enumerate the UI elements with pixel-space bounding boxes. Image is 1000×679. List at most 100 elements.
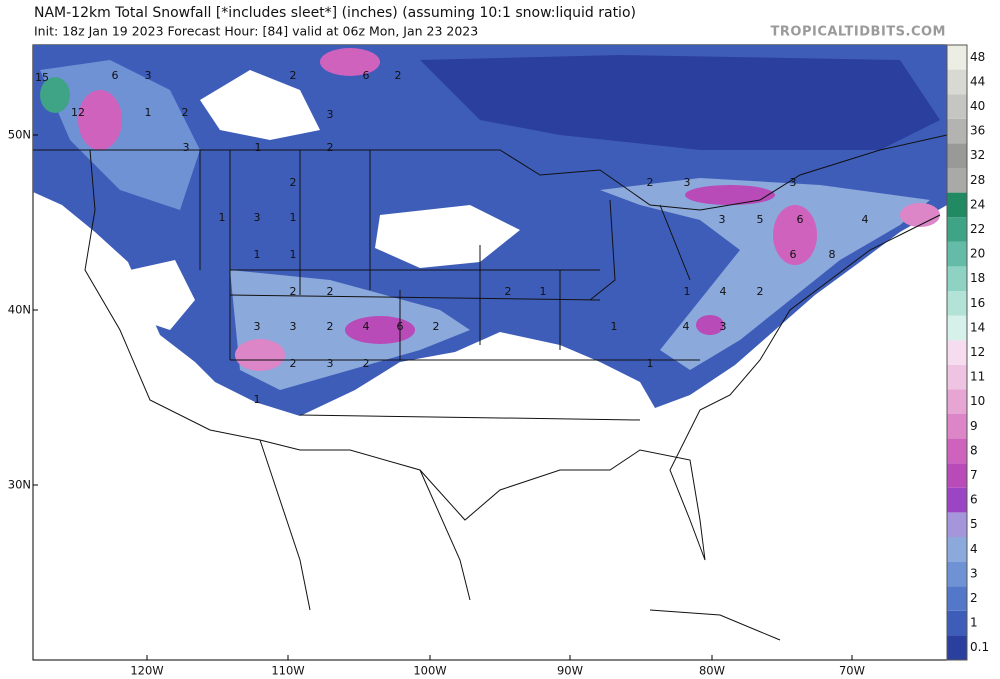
colorbar-label: 28 xyxy=(970,173,985,187)
contour-label: 2 xyxy=(395,69,402,82)
contour-label: 1 xyxy=(219,211,226,224)
colorbar-label: 48 xyxy=(970,50,985,64)
contour-label: 12 xyxy=(71,106,85,119)
contour-label: 2 xyxy=(433,320,440,333)
lat-label: 50N xyxy=(8,128,31,142)
moderate-snow xyxy=(40,60,200,210)
heavy-snow xyxy=(345,316,415,344)
contour-label: 3 xyxy=(254,211,261,224)
contour-label: 3 xyxy=(183,141,190,154)
colorbar-label: 36 xyxy=(970,124,985,138)
heavy-snow xyxy=(696,315,724,335)
colorbar-label: 8 xyxy=(970,443,978,457)
contour-label: 3 xyxy=(719,213,726,226)
contour-label: 4 xyxy=(363,320,370,333)
lat-label: 30N xyxy=(8,478,31,492)
colorbar-label: 3 xyxy=(970,566,978,580)
contour-label: 2 xyxy=(290,176,297,189)
boundaries xyxy=(33,134,948,641)
colorbar-swatch xyxy=(947,537,967,562)
contour-label: 3 xyxy=(790,176,797,189)
colorbar-label: 22 xyxy=(970,222,985,236)
contour-label: 2 xyxy=(290,69,297,82)
colorbar-label: 6 xyxy=(970,493,978,507)
heavy-snow xyxy=(320,48,380,76)
moderate-snow xyxy=(600,178,930,370)
colorbar-swatch xyxy=(947,364,967,390)
heavy-snow xyxy=(78,90,122,150)
colorbar-swatch xyxy=(947,487,967,513)
contour-label: 2 xyxy=(363,357,370,370)
colorbar-swatch xyxy=(947,143,967,168)
contour-label: 2 xyxy=(182,106,189,119)
heavy-snow xyxy=(235,339,285,371)
heavy-snow xyxy=(900,203,940,227)
colorbar-swatch xyxy=(947,69,967,95)
contour-label: 2 xyxy=(327,320,334,333)
contour-label: 2 xyxy=(327,285,334,298)
contour-label: 3 xyxy=(327,357,334,370)
colorbar-label: 24 xyxy=(970,197,985,211)
contour-label: 5 xyxy=(757,213,764,226)
lon-label: 120W xyxy=(130,664,163,678)
colorbar-label: 5 xyxy=(970,517,978,531)
colorbar-label: 4 xyxy=(970,542,978,556)
colorbar-swatch xyxy=(947,118,967,144)
lon-label: 90W xyxy=(557,664,583,678)
contour-label: 1 xyxy=(647,357,654,370)
contour-label: 6 xyxy=(363,69,370,82)
contour-label: 8 xyxy=(829,248,836,261)
colorbar-swatch xyxy=(947,45,967,70)
colorbar-label: 18 xyxy=(970,271,985,285)
colorbar-swatch xyxy=(947,340,967,365)
colorbar-label: 2 xyxy=(970,591,978,605)
map-area xyxy=(32,44,948,661)
snow-free-area xyxy=(130,260,195,330)
colorbar-swatch xyxy=(947,168,967,193)
contour-label: 2 xyxy=(290,357,297,370)
contour-label: 4 xyxy=(720,285,727,298)
colorbar-label: 0.1 xyxy=(970,640,989,654)
colorbar-swatch xyxy=(947,414,967,439)
colorbar-swatch xyxy=(947,635,967,660)
contour-label: 3 xyxy=(290,320,297,333)
contour-label: 4 xyxy=(683,320,690,333)
colorbar-swatch xyxy=(947,94,967,119)
contour-label: 3 xyxy=(327,108,334,121)
contour-label: 1 xyxy=(290,248,297,261)
snow-free-area xyxy=(375,205,520,268)
light-snow xyxy=(420,55,940,150)
heavy-snow xyxy=(773,205,817,265)
contour-label: 15 xyxy=(35,71,49,84)
colorbar: 0.11234567891011121416182022242832364044… xyxy=(946,44,989,661)
colorbar-label: 1 xyxy=(970,616,978,630)
contour-label: 6 xyxy=(790,248,797,261)
contour-label: 3 xyxy=(254,320,261,333)
contour-label: 6 xyxy=(112,69,119,82)
lon-label: 70W xyxy=(839,664,865,678)
contour-label: 1 xyxy=(255,141,262,154)
contour-label: 2 xyxy=(505,285,512,298)
contour-label: 1 xyxy=(684,285,691,298)
contour-label: 1 xyxy=(254,248,261,261)
contour-label: 3 xyxy=(145,69,152,82)
contour-label: 1 xyxy=(540,285,547,298)
colorbar-swatch xyxy=(947,217,967,242)
colorbar-label: 9 xyxy=(970,419,978,433)
contour-label: 1 xyxy=(145,106,152,119)
contour-label: 6 xyxy=(397,320,404,333)
colorbar-frame xyxy=(946,44,968,661)
lon-label: 100W xyxy=(413,664,446,678)
subtitle: Init: 18z Jan 19 2023 Forecast Hour: [84… xyxy=(34,24,478,39)
colorbar-swatch xyxy=(947,291,967,316)
contour-label: 1 xyxy=(611,320,618,333)
heavy-snow xyxy=(685,185,775,205)
contour-label: 3 xyxy=(684,176,691,189)
contour-label: 6 xyxy=(797,213,804,226)
contour-label: 4 xyxy=(862,213,869,226)
colorbar-label: 7 xyxy=(970,468,978,482)
colorbar-swatch xyxy=(947,586,967,611)
colorbar-label: 10 xyxy=(970,394,985,408)
contour-label: 2 xyxy=(757,285,764,298)
